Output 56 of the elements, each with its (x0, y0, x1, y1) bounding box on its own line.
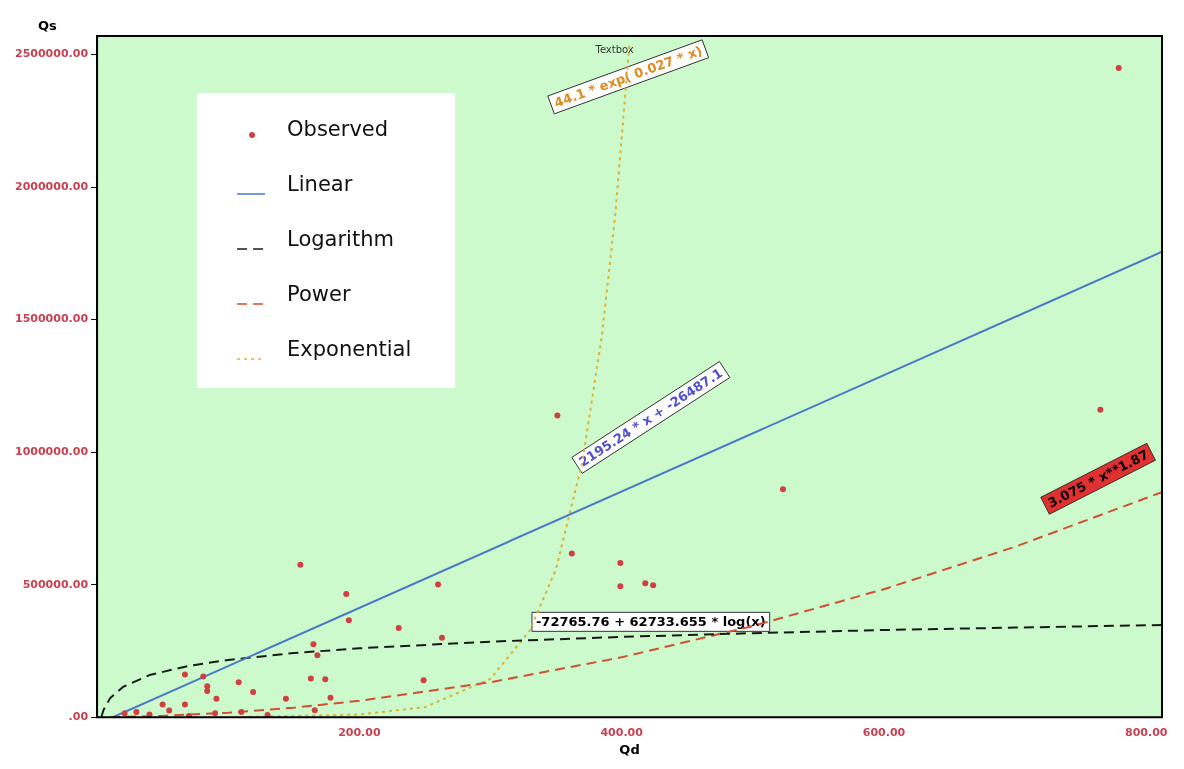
point (133, 708, 140, 715)
point (200, 673, 207, 680)
y-tick-label: 2000000.00 (14, 179, 89, 193)
point (181, 701, 188, 708)
point (166, 707, 173, 714)
legend-label: Logarithm (287, 227, 394, 252)
y-axis-title: Qs (38, 18, 58, 33)
point (159, 701, 166, 708)
point (282, 695, 289, 702)
point (327, 694, 334, 701)
legend-label: Power (287, 282, 351, 307)
point (121, 710, 128, 717)
point (1115, 65, 1122, 72)
legend-label: Observed (287, 117, 389, 142)
point (650, 582, 657, 589)
point (250, 689, 257, 696)
point (642, 580, 649, 587)
point (345, 617, 352, 624)
point (235, 679, 242, 686)
point (420, 677, 427, 684)
point (779, 486, 786, 493)
x-tick-label: 600.00 (862, 725, 906, 739)
point (297, 561, 304, 568)
point (213, 695, 220, 702)
y-tick-label: 1500000.00 (14, 312, 89, 326)
point (307, 675, 314, 682)
legend-label: Exponential (287, 337, 412, 362)
point (314, 652, 321, 659)
x-tick-label: 400.00 (600, 725, 644, 739)
point (568, 550, 575, 557)
point (212, 710, 219, 717)
point (311, 707, 318, 714)
point (181, 671, 188, 678)
point (322, 676, 329, 683)
point (204, 687, 211, 694)
point (310, 641, 317, 648)
point (204, 683, 211, 690)
y-tick-label: 2500000.00 (14, 47, 89, 61)
point (395, 624, 402, 631)
y-tick-label: .00 (68, 710, 89, 724)
x-tick-label: 200.00 (338, 725, 381, 739)
point (617, 583, 624, 590)
annotation: Textbox (594, 44, 634, 56)
x-tick-label: 800.00 (1125, 725, 1168, 739)
annotation: -72765.76 + 62733.655 * log(x) (535, 614, 766, 630)
point (554, 412, 561, 419)
legend-label: Linear (287, 172, 353, 197)
point (617, 559, 624, 566)
point (435, 581, 442, 588)
point (238, 708, 245, 715)
point (1097, 406, 1104, 413)
x-axis-title: Qd (619, 741, 640, 757)
point (343, 590, 350, 597)
y-tick-label: 500000.00 (22, 577, 89, 591)
point (438, 634, 445, 641)
y-tick-label: 1000000.00 (14, 445, 89, 458)
